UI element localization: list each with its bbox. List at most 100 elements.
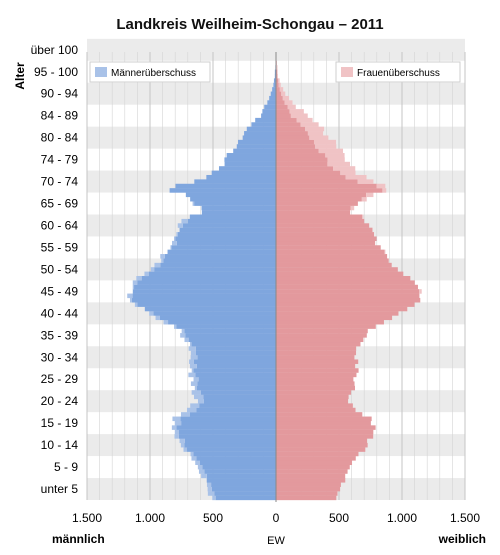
age-group-label: 60 - 64 xyxy=(41,218,79,232)
female-surplus-bar xyxy=(290,113,308,119)
male-surplus-bar xyxy=(190,381,198,386)
male-bar xyxy=(195,372,276,378)
female-bar xyxy=(276,447,366,452)
female-bar xyxy=(276,381,355,386)
male-bar xyxy=(144,306,276,312)
male-bar xyxy=(203,394,276,400)
male-bar xyxy=(177,232,276,237)
x-left-label: männlich xyxy=(52,532,105,546)
male-bar xyxy=(199,403,276,408)
female-surplus-bar xyxy=(362,214,364,220)
male-surplus-bar xyxy=(197,398,204,404)
male-bar xyxy=(242,135,276,140)
x-tick-labels: 1.500 1.000 500 0 500 1.000 1.500 xyxy=(72,511,480,525)
female-bar xyxy=(276,385,356,391)
female-bar xyxy=(276,131,308,136)
female-bar xyxy=(276,293,420,299)
age-group-label: 20 - 24 xyxy=(41,394,79,408)
male-surplus-bar xyxy=(176,232,178,237)
male-bar xyxy=(199,460,276,466)
female-bar xyxy=(276,377,354,382)
male-bar xyxy=(131,297,276,303)
male-surplus-bar xyxy=(198,469,205,474)
male-surplus-bar xyxy=(188,372,196,378)
male-bar xyxy=(193,451,276,457)
female-surplus-bar xyxy=(281,91,286,97)
age-group-label: 40 - 44 xyxy=(41,306,79,320)
male-bar xyxy=(148,271,276,277)
x-tick-label: 0 xyxy=(273,511,280,525)
male-bar xyxy=(211,170,276,176)
male-surplus-bar xyxy=(160,254,165,259)
male-bar xyxy=(214,491,276,496)
x-tick-label: 500 xyxy=(329,511,349,525)
male-surplus-bar xyxy=(189,363,197,369)
male-bar xyxy=(193,359,276,364)
legend-male-surplus: Männerüberschuss xyxy=(89,61,211,83)
male-bar xyxy=(178,429,276,435)
female-bar xyxy=(276,311,399,316)
male-bar xyxy=(218,166,276,171)
female-bar xyxy=(276,302,415,307)
male-bar xyxy=(188,337,276,343)
male-surplus-bar xyxy=(181,218,188,224)
female-surplus-bar xyxy=(276,60,277,66)
x-right-label: weiblich xyxy=(438,532,486,546)
male-bar xyxy=(224,161,276,167)
male-bar xyxy=(154,267,276,272)
male-surplus-bar xyxy=(171,425,177,430)
male-bar xyxy=(179,227,276,233)
male-bar xyxy=(200,390,276,395)
male-bar xyxy=(264,104,276,110)
male-surplus-bar xyxy=(184,337,189,343)
female-surplus-bar xyxy=(284,100,293,105)
age-group-label: über 100 xyxy=(31,43,79,57)
female-bar xyxy=(276,122,301,127)
male-surplus-bar xyxy=(190,350,196,356)
legend-male-swatch xyxy=(95,67,107,77)
female-bar xyxy=(276,359,359,364)
male-bar xyxy=(153,311,276,316)
female-bar xyxy=(276,306,408,312)
male-bar xyxy=(273,78,276,83)
male-bar xyxy=(169,188,276,193)
male-bar xyxy=(238,139,276,145)
female-bar xyxy=(276,451,359,457)
female-surplus-bar xyxy=(289,109,304,114)
female-surplus-bar xyxy=(277,73,279,79)
male-bar xyxy=(196,456,276,461)
male-surplus-bar xyxy=(149,311,154,316)
male-surplus-bar xyxy=(193,377,199,382)
female-bar xyxy=(276,429,374,435)
age-group-label: 35 - 39 xyxy=(41,328,79,342)
male-surplus-bar xyxy=(170,245,172,250)
male-bar xyxy=(186,447,276,452)
female-bar xyxy=(276,166,334,171)
male-surplus-bar xyxy=(127,293,133,299)
female-bar xyxy=(276,394,349,400)
female-bar xyxy=(276,491,338,496)
female-bar xyxy=(276,390,352,395)
male-surplus-bar xyxy=(190,403,200,408)
female-bar xyxy=(276,113,291,119)
age-band xyxy=(87,38,465,61)
female-bar xyxy=(276,139,314,145)
male-bar xyxy=(178,434,276,439)
age-group-label: 70 - 74 xyxy=(41,175,79,189)
female-bar xyxy=(276,188,383,193)
male-bar xyxy=(206,478,276,483)
female-bar xyxy=(276,271,404,277)
female-bar xyxy=(276,469,348,474)
male-bar xyxy=(198,377,276,382)
female-bar xyxy=(276,183,377,189)
male-surplus-bar xyxy=(129,297,132,303)
male-surplus-bar xyxy=(190,451,194,457)
male-bar xyxy=(270,91,276,97)
male-surplus-bar xyxy=(132,284,135,290)
male-bar xyxy=(191,341,276,347)
female-bar xyxy=(276,464,350,470)
male-bar xyxy=(132,289,276,294)
female-surplus-bar xyxy=(315,144,337,149)
female-surplus-bar xyxy=(296,117,313,123)
female-bar xyxy=(276,144,316,149)
